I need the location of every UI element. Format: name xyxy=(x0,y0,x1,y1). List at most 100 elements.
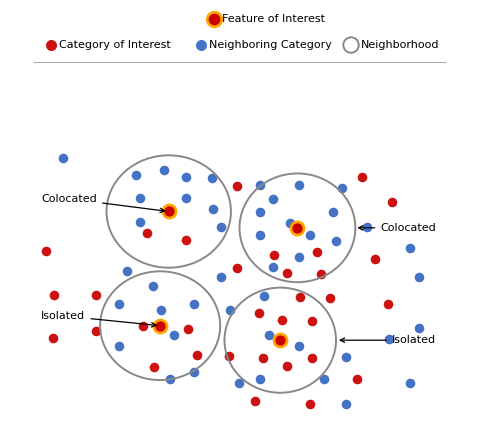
Point xyxy=(171,332,178,339)
Point xyxy=(165,208,172,215)
Point xyxy=(59,154,67,161)
Point xyxy=(338,184,345,191)
Point xyxy=(371,255,378,262)
Point xyxy=(296,293,303,300)
Point xyxy=(259,355,267,362)
Point xyxy=(184,326,192,333)
Point xyxy=(308,355,316,362)
Point xyxy=(197,42,205,48)
Point xyxy=(256,375,264,382)
Point xyxy=(165,208,172,215)
Point xyxy=(92,328,100,335)
Point xyxy=(276,337,284,344)
Point xyxy=(269,263,277,270)
Point xyxy=(92,291,100,298)
Point xyxy=(364,223,371,230)
Point xyxy=(47,42,55,48)
Point xyxy=(114,300,122,307)
Point xyxy=(226,307,234,314)
Point xyxy=(326,295,333,302)
Point xyxy=(136,219,144,226)
Point xyxy=(136,194,144,201)
Point xyxy=(149,282,157,289)
Point xyxy=(406,379,414,386)
Point xyxy=(354,375,361,382)
Point xyxy=(415,274,422,281)
Point xyxy=(225,353,233,360)
Point xyxy=(114,343,122,350)
Point xyxy=(276,337,284,344)
Point xyxy=(317,270,325,277)
Point xyxy=(235,379,242,386)
Text: Isolated: Isolated xyxy=(340,335,436,345)
Point xyxy=(208,175,216,181)
Point xyxy=(156,322,164,329)
Point xyxy=(320,375,328,382)
Point xyxy=(193,351,200,358)
Point xyxy=(49,335,57,342)
Point xyxy=(234,264,241,271)
Point xyxy=(415,325,422,332)
Point xyxy=(255,310,262,317)
Point xyxy=(286,220,294,227)
Point xyxy=(307,401,314,408)
Point xyxy=(209,205,217,212)
Point xyxy=(295,254,303,260)
Point xyxy=(182,237,190,244)
Point xyxy=(42,248,49,255)
Point xyxy=(295,182,303,189)
Point xyxy=(279,317,286,323)
Point xyxy=(150,364,158,371)
Point xyxy=(123,268,131,275)
Point xyxy=(132,172,139,179)
Point xyxy=(406,245,414,252)
Point xyxy=(294,224,301,231)
Text: Neighboring Category: Neighboring Category xyxy=(209,40,332,50)
Point xyxy=(283,362,291,369)
Point xyxy=(251,397,258,404)
Text: Isolated: Isolated xyxy=(41,311,156,327)
Point xyxy=(210,16,217,23)
Point xyxy=(283,270,291,277)
Point xyxy=(261,292,268,299)
Point xyxy=(295,343,303,350)
Point xyxy=(256,232,264,239)
Point xyxy=(308,317,316,324)
Text: Colocated: Colocated xyxy=(359,223,436,233)
Point xyxy=(358,174,365,181)
Text: Neighborhood: Neighborhood xyxy=(361,40,439,50)
Point xyxy=(143,230,151,237)
Point xyxy=(191,368,198,375)
Point xyxy=(191,300,198,307)
Point xyxy=(294,224,301,231)
Point xyxy=(160,166,168,173)
Point xyxy=(166,375,174,382)
Point xyxy=(182,174,190,181)
Point xyxy=(329,209,337,216)
Point xyxy=(384,300,391,307)
Point xyxy=(182,194,190,201)
Point xyxy=(234,183,241,190)
Point xyxy=(156,322,164,329)
Point xyxy=(256,209,264,216)
Point xyxy=(332,238,340,245)
Point xyxy=(270,251,278,258)
Point xyxy=(158,307,165,314)
Point xyxy=(265,332,273,339)
Point xyxy=(217,223,225,230)
Point xyxy=(50,291,58,298)
Point xyxy=(217,274,225,281)
Text: Feature of Interest: Feature of Interest xyxy=(222,14,325,24)
Point xyxy=(139,322,147,329)
Text: Category of Interest: Category of Interest xyxy=(59,40,171,50)
Point xyxy=(342,401,350,408)
Text: Colocated: Colocated xyxy=(41,194,165,213)
Point xyxy=(307,232,314,239)
Point xyxy=(385,335,393,342)
Point xyxy=(388,199,396,206)
Point xyxy=(210,16,217,23)
Point xyxy=(269,195,277,202)
Point xyxy=(256,182,264,189)
Point xyxy=(313,249,320,256)
Point xyxy=(342,354,350,361)
